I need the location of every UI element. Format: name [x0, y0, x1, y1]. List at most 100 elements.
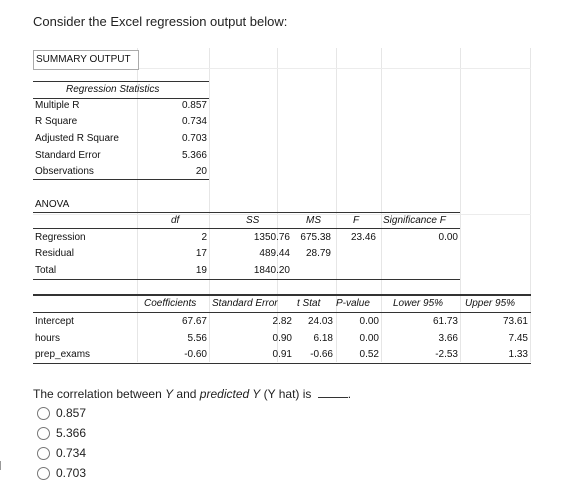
- stat-label: Observations: [35, 166, 94, 177]
- grid-line: [209, 48, 210, 362]
- coef-row-label: prep_exams: [35, 349, 91, 360]
- table-rule: [33, 81, 209, 82]
- option-label[interactable]: 0.734: [56, 446, 87, 460]
- anova-df: 2: [201, 232, 207, 243]
- text-cursor-icon: [0, 461, 1, 470]
- summary-output-label: SUMMARY OUTPUT: [36, 54, 131, 65]
- coef-p: 0.52: [359, 349, 379, 360]
- coef-t: 24.03: [307, 316, 333, 327]
- summary-output-box: [33, 50, 139, 70]
- stat-label: R Square: [35, 116, 78, 127]
- grid-line: [460, 48, 461, 362]
- coef-t: 6.18: [313, 333, 333, 344]
- anova-header-ss: SS: [246, 215, 260, 226]
- prompt-text: and: [173, 387, 200, 401]
- anova-ss: 1840.20: [253, 265, 290, 276]
- anova-header-f: F: [353, 215, 360, 226]
- grid-line: [336, 48, 337, 362]
- question-text: Consider the Excel regression output bel…: [33, 14, 288, 29]
- grid-line: [277, 48, 278, 362]
- coef-header-coefficients: Coefficients: [144, 298, 197, 309]
- answer-blank: [317, 397, 348, 398]
- coef-header-upper-95: Upper 95%: [465, 298, 516, 309]
- coef-header-p-value: P-value: [336, 298, 370, 309]
- coef-upper: 73.61: [502, 316, 528, 327]
- anova-ms: 675.38: [300, 232, 331, 243]
- radio-button[interactable]: [37, 466, 50, 480]
- coef-p: 0.00: [359, 333, 379, 344]
- prompt-y: Y: [249, 387, 261, 401]
- anova-ss: 489.44: [259, 248, 290, 259]
- coef-se: 0.90: [272, 333, 292, 344]
- coef-value: 5.56: [187, 333, 207, 344]
- radio-button[interactable]: [37, 426, 50, 440]
- table-rule: [33, 363, 531, 364]
- table-rule: [33, 179, 209, 180]
- anova-f: 23.46: [350, 232, 376, 243]
- option-label[interactable]: 5.366: [56, 426, 87, 440]
- prompt-text: (Y hat) is: [260, 387, 315, 401]
- coef-lower: 61.73: [432, 316, 458, 327]
- coef-lower: 3.66: [438, 333, 458, 344]
- coef-row-label: Intercept: [35, 316, 74, 327]
- anova-df: 17: [195, 248, 207, 259]
- radio-button[interactable]: [37, 446, 50, 460]
- answer-option[interactable]: 0.857: [37, 406, 86, 420]
- answer-option[interactable]: 0.703: [37, 466, 86, 480]
- table-rule: [33, 212, 460, 213]
- coef-upper: 1.33: [508, 349, 528, 360]
- coef-se: 0.91: [272, 349, 292, 360]
- coef-header-t-stat: t Stat: [297, 298, 321, 309]
- coef-se: 2.82: [272, 316, 292, 327]
- anova-row-label: Total: [35, 265, 57, 276]
- regression-statistics-header: Regression Statistics: [66, 84, 160, 95]
- anova-significance-f: 0.00: [438, 232, 458, 243]
- coef-value: 67.67: [181, 316, 207, 327]
- prompt-y: Y: [165, 387, 174, 401]
- stat-label: Multiple R: [35, 100, 80, 111]
- stat-label: Adjusted R Square: [35, 133, 119, 144]
- excel-regression-output: SUMMARY OUTPUT Regression Statistics Mul…: [33, 48, 531, 364]
- correlation-question: The correlation between Y and predicted …: [33, 387, 351, 401]
- coef-row-label: hours: [35, 333, 61, 344]
- prompt-text: The correlation between: [33, 387, 166, 401]
- anova-ms: 28.79: [305, 248, 331, 259]
- option-label[interactable]: 0.857: [56, 406, 87, 420]
- anova-row-label: Residual: [35, 248, 74, 259]
- grid-line: [137, 48, 138, 362]
- grid-line: [530, 48, 531, 362]
- radio-button[interactable]: [37, 406, 50, 420]
- anova-df: 19: [195, 265, 207, 276]
- stat-label: Standard Error: [35, 150, 101, 161]
- grid-line: [33, 68, 531, 69]
- answer-option[interactable]: 0.734: [37, 446, 86, 460]
- stat-value: 0.857: [181, 100, 207, 111]
- coef-t: -0.66: [310, 349, 333, 360]
- coef-header-lower-95: Lower 95%: [393, 298, 444, 309]
- coef-header-standard-error: Standard Error: [212, 298, 278, 309]
- anova-label: ANOVA: [35, 199, 70, 210]
- coef-value: -0.60: [184, 349, 207, 360]
- anova-header-ms: MS: [306, 215, 321, 226]
- coef-lower: -2.53: [435, 349, 458, 360]
- option-label[interactable]: 0.703: [56, 466, 87, 480]
- anova-header-df: df: [171, 215, 180, 226]
- stat-value: 0.734: [181, 116, 207, 127]
- grid-line: [381, 48, 382, 362]
- grid-line: [33, 214, 531, 215]
- table-rule: [33, 228, 460, 229]
- coef-upper: 7.45: [508, 333, 528, 344]
- table-rule: [33, 98, 209, 99]
- stat-value: 20: [195, 166, 207, 177]
- anova-ss: 1350.76: [253, 232, 290, 243]
- table-rule: [33, 312, 531, 313]
- coef-p: 0.00: [359, 316, 379, 327]
- anova-row-label: Regression: [35, 232, 86, 243]
- answer-option[interactable]: 5.366: [37, 426, 86, 440]
- stat-value: 0.703: [181, 133, 207, 144]
- table-rule: [33, 279, 460, 280]
- prompt-text: .: [347, 387, 352, 401]
- prompt-predicted: predicted: [199, 387, 250, 401]
- table-rule: [33, 294, 531, 296]
- stat-value: 5.366: [181, 150, 207, 161]
